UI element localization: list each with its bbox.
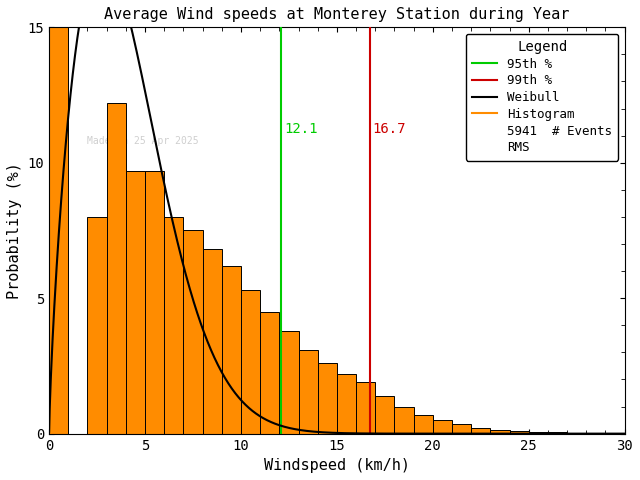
Bar — [413, 415, 433, 433]
Bar — [126, 171, 145, 433]
Bar — [222, 265, 241, 433]
Bar — [107, 103, 126, 433]
Bar — [260, 312, 279, 433]
Bar — [337, 374, 356, 433]
Bar — [529, 432, 548, 433]
Text: 16.7: 16.7 — [372, 122, 406, 136]
Title: Average Wind speeds at Monterey Station during Year: Average Wind speeds at Monterey Station … — [104, 7, 570, 22]
Text: 12.1: 12.1 — [284, 122, 317, 136]
Bar — [317, 363, 337, 433]
Bar — [164, 217, 184, 433]
Bar — [471, 428, 490, 433]
Y-axis label: Probability (%): Probability (%) — [7, 162, 22, 299]
Bar — [356, 382, 375, 433]
Bar — [145, 171, 164, 433]
Bar — [279, 331, 298, 433]
Bar — [298, 349, 317, 433]
X-axis label: Windspeed (km/h): Windspeed (km/h) — [264, 458, 410, 473]
Bar — [509, 431, 529, 433]
Bar — [394, 407, 413, 433]
Bar — [548, 432, 567, 433]
Bar — [433, 420, 452, 433]
Bar — [452, 424, 471, 433]
Bar — [203, 250, 222, 433]
Bar — [88, 217, 107, 433]
Text: Made on 25 Apr 2025: Made on 25 Apr 2025 — [88, 136, 199, 146]
Bar — [49, 27, 68, 433]
Legend: 95th %, 99th %, Weibull, Histogram, 5941  # Events, RMS: 95th %, 99th %, Weibull, Histogram, 5941… — [466, 34, 618, 160]
Bar — [375, 396, 394, 433]
Bar — [490, 430, 509, 433]
Bar — [241, 290, 260, 433]
Bar — [184, 230, 203, 433]
